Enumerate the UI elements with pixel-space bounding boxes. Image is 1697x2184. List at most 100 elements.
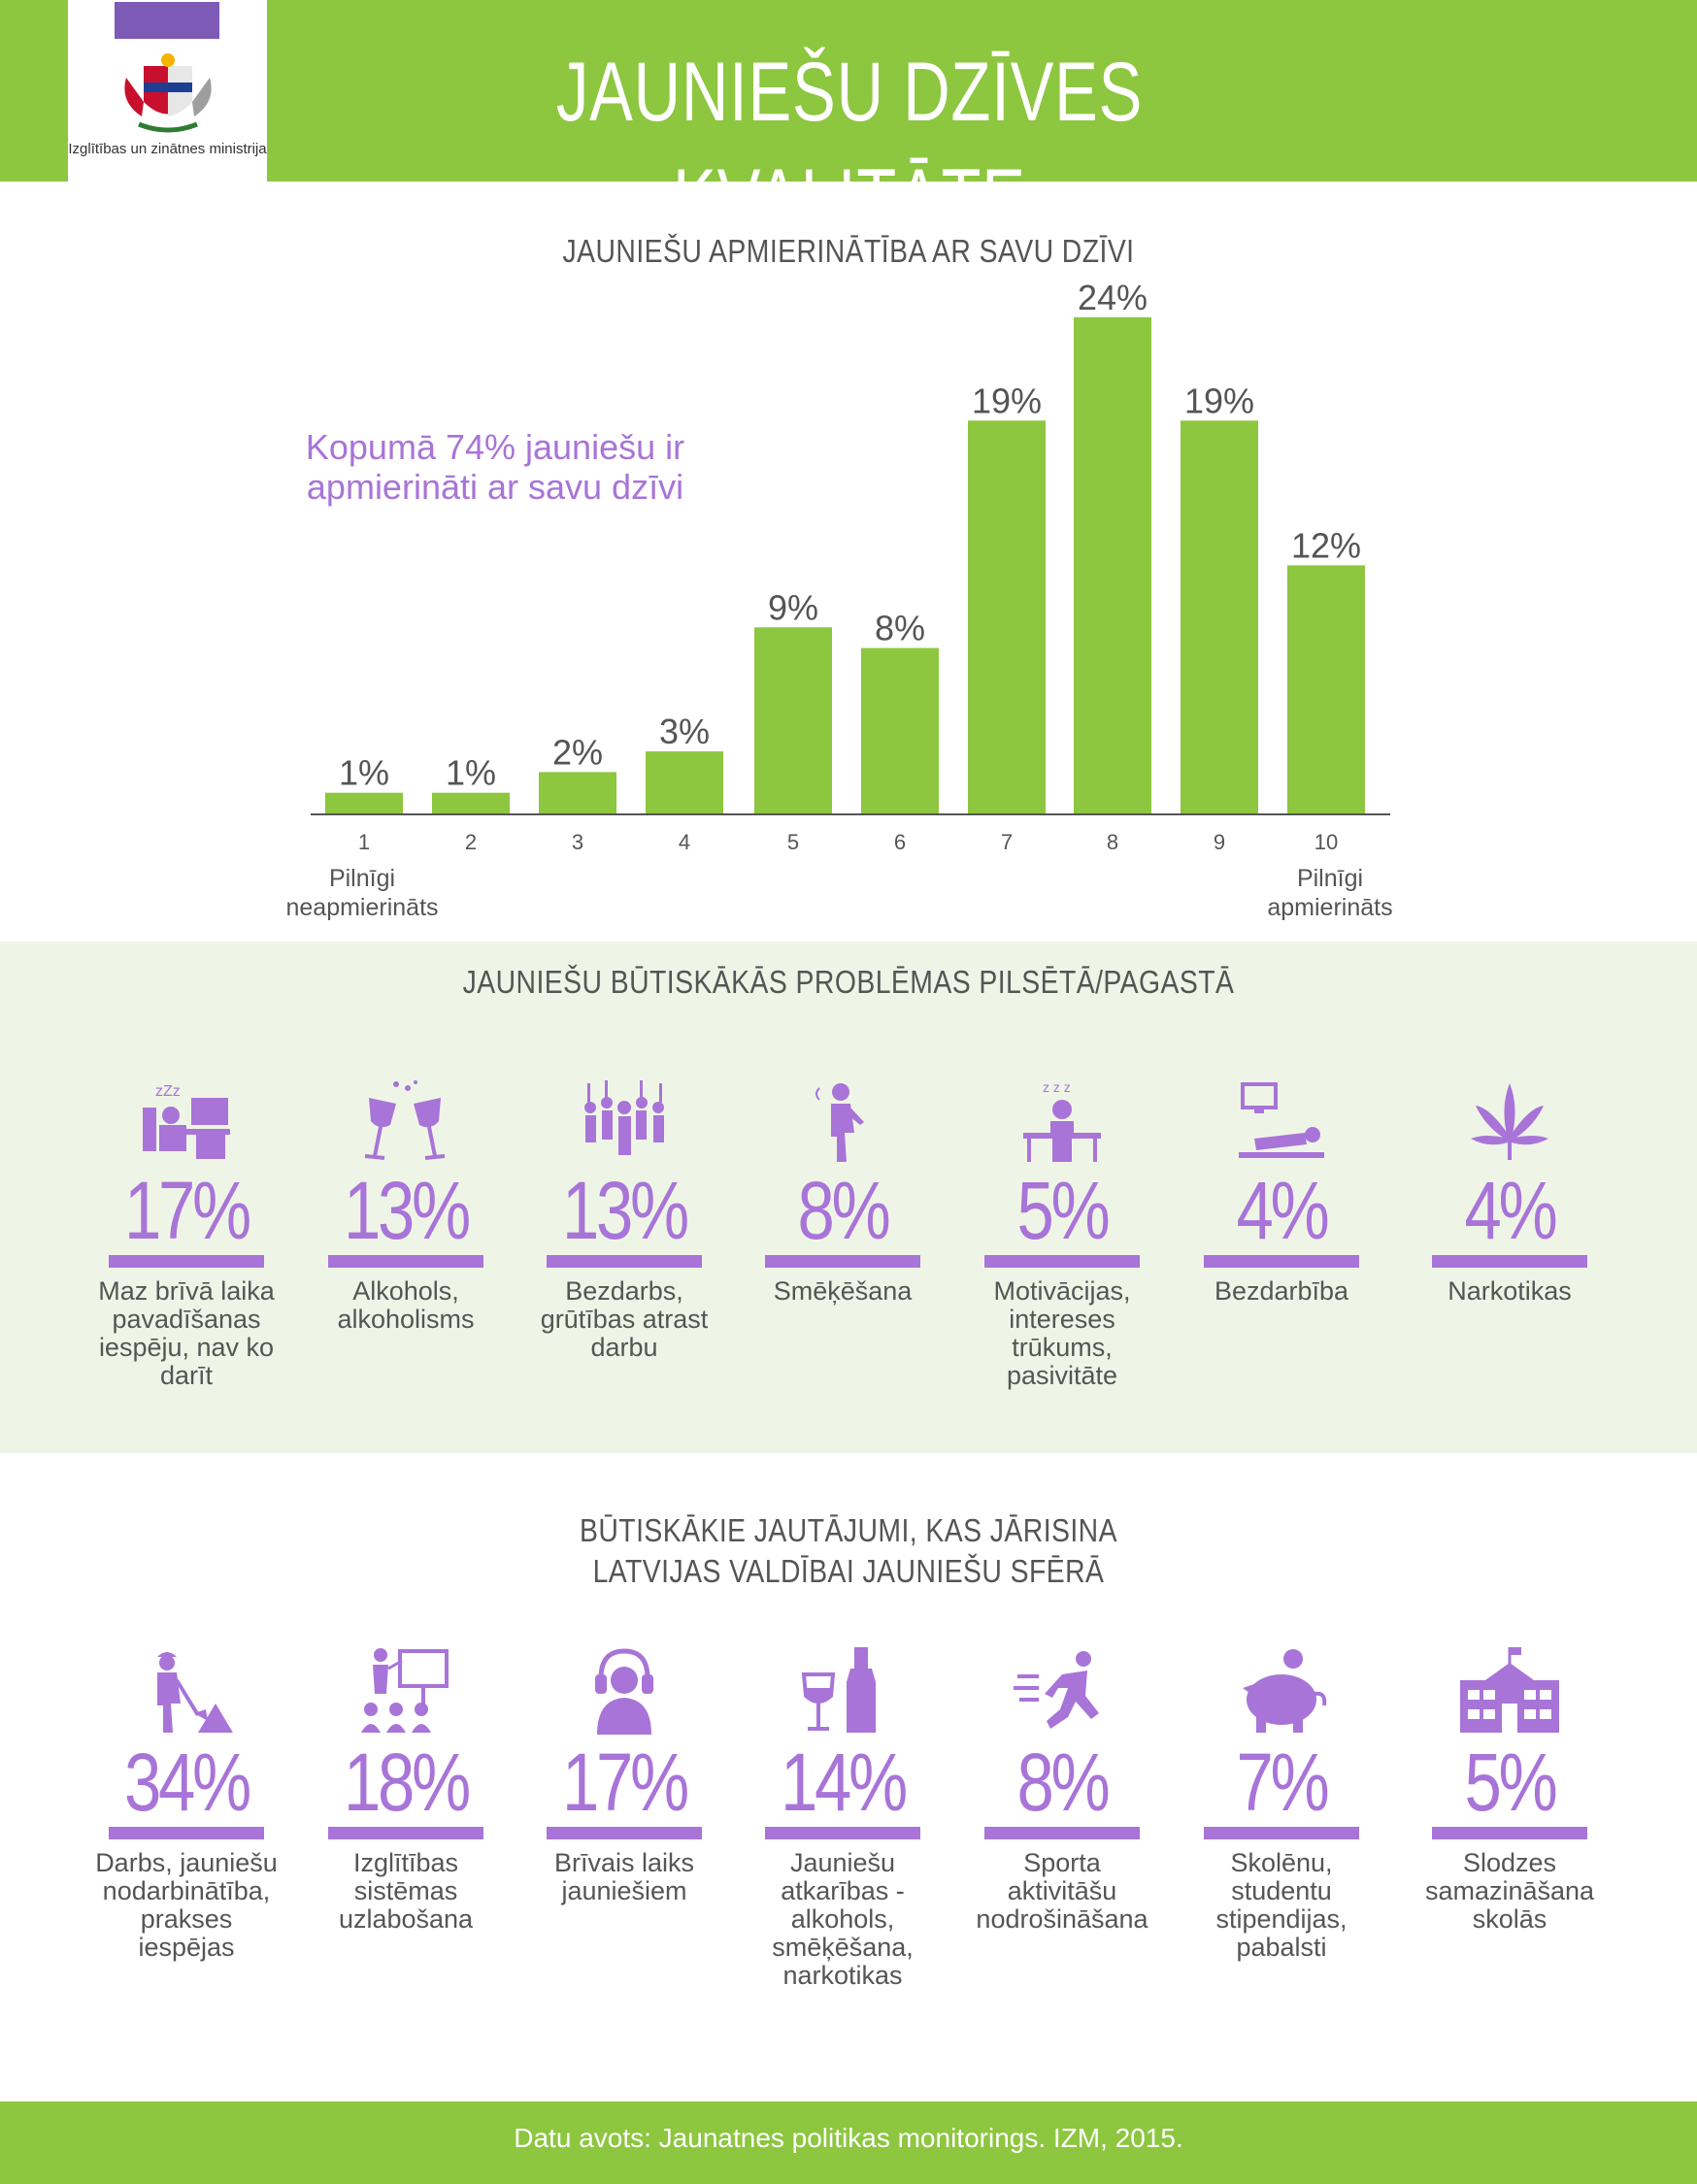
- priority-item: 17% Brīvais laiks jauniešiem: [532, 1645, 716, 1905]
- chart-tick-label: 4: [679, 830, 690, 854]
- problem-percent: 4%: [1236, 1165, 1330, 1256]
- header-bar: [0, 0, 1697, 182]
- chart-bar: [968, 420, 1046, 813]
- chart-section-title: JAUNIEŠU APMIERINĀTĪBA AR SAVU DZĪVI: [562, 233, 1135, 269]
- chart-tick-label: 1: [358, 830, 370, 854]
- priority-percent: 8%: [1016, 1737, 1111, 1828]
- priority-percent: 34%: [123, 1737, 251, 1828]
- priority-item: 34% Darbs, jauniešu nodarbinātība, prakse…: [94, 1645, 279, 1962]
- priority-label: Jauniešu atkarības - alkohols, smēķēšana…: [772, 1848, 914, 1990]
- priority-percent: 17%: [561, 1737, 689, 1828]
- logo-purple-strip: [115, 2, 219, 39]
- problem-percent: 13%: [561, 1165, 689, 1256]
- priority-item: 7% Skolēnu, studentu stipendijas, pabalst…: [1189, 1645, 1374, 1962]
- chart-bar: [1181, 420, 1258, 813]
- problem-item: zZz 17% Maz brīvā laika pavadīšanas iespēj…: [94, 1074, 279, 1390]
- sleeping-at-desk-icon: zZz: [94, 1074, 279, 1166]
- chart-low-end-label: Pilnīgi neapmierināts: [285, 865, 438, 921]
- priority-label: Brīvais laiks jauniešiem: [553, 1848, 695, 1905]
- chart-value-label: 19%: [972, 381, 1042, 420]
- priority-underline: [109, 1827, 264, 1839]
- ministry-name: Izglītības un zinātnes ministrija: [68, 141, 267, 157]
- chart-tick-label: 3: [572, 830, 583, 854]
- government-section-title-line1: BŪTISKĀKIE JAUTĀJUMI, KAS JĀRISINA: [580, 1512, 1117, 1548]
- chart-bar: [754, 627, 832, 813]
- crowd-icon: [532, 1074, 716, 1166]
- priority-item: 14% Jauniešu atkarības - alkohols, smēķēš…: [750, 1645, 935, 1990]
- chart-value-label: 1%: [446, 753, 496, 793]
- piggy-bank-icon: [1189, 1645, 1374, 1737]
- problems-section-band: [0, 942, 1697, 1453]
- satisfaction-bar-chart: 1% 1 1% 2 2% 3 3% 4 9% 5 8% 6 19% 7 24% 8 19% 9 12% 10 Pilnī…: [285, 281, 1392, 921]
- priority-underline: [984, 1827, 1140, 1839]
- priority-label: Sporta aktivitāšu nodrošināšana: [976, 1848, 1148, 1934]
- chart-tick-label: 2: [465, 830, 477, 854]
- running-person-icon: [970, 1645, 1154, 1737]
- coat-of-arms-icon: [124, 53, 212, 133]
- chart-callout: Kopumā 74% jauniešu ir apmierināti ar sa…: [305, 427, 685, 507]
- problem-underline: [1432, 1255, 1587, 1268]
- chart-value-label: 24%: [1078, 281, 1148, 317]
- school-building-icon: [1417, 1645, 1602, 1737]
- chart-tick-label: 8: [1107, 830, 1118, 854]
- chart-value-label: 12%: [1291, 525, 1361, 565]
- priority-item: 5% Slodzes samazināšana skolās: [1417, 1645, 1602, 1934]
- chart-value-label: 2%: [552, 732, 603, 772]
- government-section-title-line2: LATVIJAS VALDĪBAI JAUNIEŠU SFĒRĀ: [592, 1553, 1105, 1589]
- priority-underline: [1204, 1827, 1359, 1839]
- priority-underline: [547, 1827, 702, 1839]
- problem-label: Smēķēšana: [773, 1276, 913, 1306]
- priority-underline: [765, 1827, 920, 1839]
- chart-value-label: 19%: [1184, 381, 1254, 420]
- wine-bottle-icon: [750, 1645, 935, 1737]
- chart-bar: [646, 751, 723, 813]
- problem-underline: [547, 1255, 702, 1268]
- chart-value-label: 8%: [875, 609, 925, 648]
- problem-underline: [765, 1255, 920, 1268]
- priority-underline: [328, 1827, 483, 1839]
- cannabis-leaf-icon: [1417, 1074, 1602, 1166]
- problem-item: 13% Bezdarbs, grūtības atrast darbu: [532, 1074, 716, 1362]
- presentation-board-icon: [314, 1645, 498, 1737]
- chart-bar: [325, 792, 403, 813]
- priority-percent: 7%: [1236, 1737, 1330, 1828]
- problem-percent: 13%: [343, 1165, 471, 1256]
- problem-percent: 5%: [1016, 1165, 1111, 1256]
- problem-underline: [1204, 1255, 1359, 1268]
- chart-tick-label: 9: [1214, 830, 1225, 854]
- priority-underline: [1432, 1827, 1587, 1839]
- problem-item: 4% Bezdarbība: [1189, 1074, 1374, 1306]
- problem-item: 4% Narkotikas: [1417, 1074, 1602, 1306]
- wine-glasses-icon: [314, 1074, 498, 1166]
- chart-high-end-label: Pilnīgi apmierināts: [1267, 865, 1392, 921]
- problem-underline: [984, 1255, 1140, 1268]
- smoking-person-icon: [750, 1074, 935, 1166]
- chart-value-label: 1%: [339, 753, 389, 793]
- problem-percent: 4%: [1464, 1165, 1558, 1256]
- problem-percent: 8%: [797, 1165, 891, 1256]
- footer-bar: [0, 2101, 1697, 2184]
- chart-bar: [861, 647, 939, 813]
- chart-tick-label: 6: [894, 830, 906, 854]
- problem-label: Motivācijas, intereses trūkums, pasivitā…: [993, 1276, 1131, 1390]
- priority-label: Izglītības sistēmas uzlabošana: [338, 1848, 474, 1934]
- svg-text:z z z: z z z: [1043, 1079, 1071, 1095]
- lying-person-tv-icon: [1189, 1074, 1374, 1166]
- chart-bar: [1287, 565, 1365, 813]
- chart-tick-label: 5: [787, 830, 799, 854]
- problem-label: Bezdarbs, grūtības atrast darbu: [540, 1276, 709, 1362]
- chart-tick-label: 10: [1314, 830, 1338, 854]
- worker-shoveling-icon: [94, 1645, 279, 1737]
- problem-underline: [109, 1255, 264, 1268]
- chart-value-label: 3%: [659, 711, 710, 751]
- page-title: JAUNIEŠU DZĪVES KVALITĀTE: [555, 46, 1144, 246]
- data-source-note: Datu avots: Jaunatnes politikas monitori…: [514, 2123, 1183, 2153]
- priority-label: Darbs, jauniešu nodarbinātība, prakses i…: [95, 1848, 278, 1962]
- priority-percent: 5%: [1464, 1737, 1558, 1828]
- problem-item: 13% Alkohols, alkoholisms: [314, 1074, 498, 1334]
- problem-item: 8% Smēķēšana: [750, 1074, 935, 1306]
- problem-percent: 17%: [123, 1165, 251, 1256]
- bored-student-icon: z z z: [970, 1074, 1154, 1166]
- chart-bar: [1074, 316, 1151, 813]
- priority-percent: 14%: [780, 1737, 908, 1828]
